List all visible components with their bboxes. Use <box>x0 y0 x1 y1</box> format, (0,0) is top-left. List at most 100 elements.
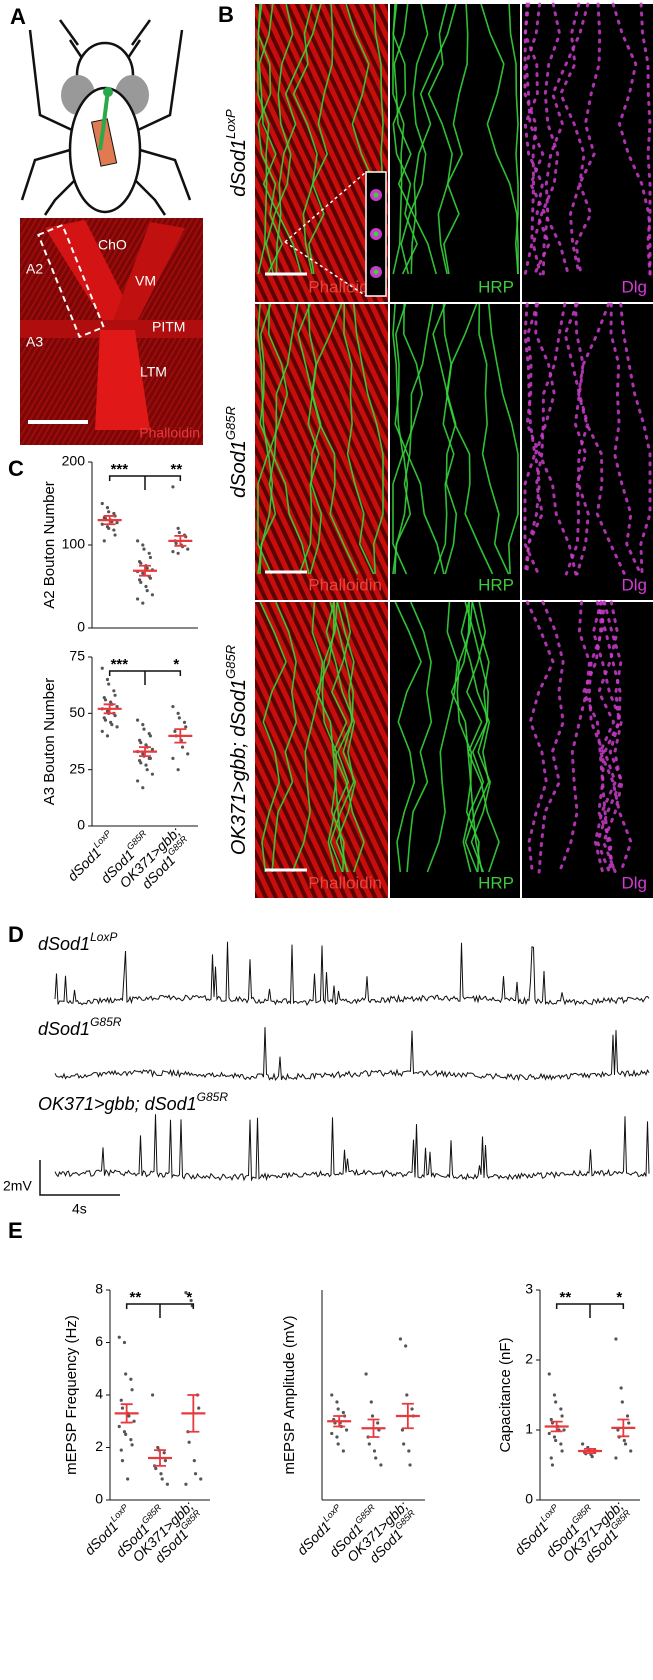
genotype-prefix: OK371>gbb; <box>228 737 250 855</box>
genotype-superscript: G85R <box>224 645 239 679</box>
data-point <box>141 601 145 605</box>
muscle-fiber <box>95 330 150 430</box>
data-point <box>147 551 151 555</box>
neuron-staining <box>442 303 494 575</box>
data-point <box>139 561 143 565</box>
data-point <box>144 584 148 589</box>
neuron-staining <box>298 303 343 575</box>
panel-label: E <box>8 1218 23 1243</box>
data-point <box>622 1438 626 1443</box>
image-label: ChO <box>98 237 127 253</box>
data-point <box>113 533 117 537</box>
data-point <box>127 1414 131 1418</box>
significance-label: ** <box>170 461 182 478</box>
data-point <box>549 1456 553 1460</box>
data-point <box>402 1442 406 1446</box>
data-point <box>193 1472 198 1476</box>
trace <box>54 941 650 1007</box>
dlg-staining <box>523 2 538 276</box>
panel-label: A <box>10 4 26 29</box>
data-point <box>112 528 116 532</box>
data-point <box>115 725 119 729</box>
inset-bouton-core <box>373 192 379 198</box>
stain-label: HRP <box>478 873 514 892</box>
muscle-image <box>20 218 203 445</box>
data-point <box>145 566 149 570</box>
data-point <box>560 1414 564 1418</box>
dlg-staining <box>523 302 556 576</box>
neuron-staining <box>297 303 323 575</box>
data-point <box>197 1406 201 1410</box>
inset <box>284 171 387 297</box>
dlg-staining <box>525 302 567 576</box>
genotype-label: dSod1LoxP <box>224 109 251 197</box>
data-point <box>186 752 190 756</box>
data-point <box>372 1449 377 1453</box>
significance-label: ** <box>559 1289 571 1306</box>
data-point <box>619 1386 623 1390</box>
neuron-staining <box>478 303 510 575</box>
micrograph-background <box>522 602 653 898</box>
genotype-superscript: LoxP <box>90 930 117 944</box>
data-point <box>103 718 108 722</box>
dlg-staining <box>524 2 570 276</box>
neuron-staining <box>321 601 345 873</box>
stain-label: Phalloidin <box>308 277 382 296</box>
stain-label: Dlg <box>621 575 647 594</box>
neuron-staining <box>410 3 457 275</box>
genotype: dSod1 <box>228 679 250 737</box>
data-point <box>341 1410 345 1415</box>
neuron-staining <box>257 303 289 575</box>
dlg-staining <box>531 2 562 276</box>
data-point <box>187 1440 191 1444</box>
data-point <box>400 1428 405 1432</box>
data-point <box>173 729 177 733</box>
neuron-staining <box>508 3 519 275</box>
panel-label: C <box>8 456 24 481</box>
data-point <box>148 555 152 560</box>
genotype-label: dSod1G85R <box>224 406 251 498</box>
data-point <box>117 1424 121 1429</box>
genotype-superscript: G85R <box>224 406 239 440</box>
dlg-staining <box>564 302 611 576</box>
panel-label: B <box>218 2 234 27</box>
category-superscript: LoxP <box>321 1502 343 1524</box>
data-point <box>171 485 175 489</box>
y-tick-label: 100 <box>62 536 86 552</box>
data-point <box>547 1372 551 1376</box>
data-point <box>126 1477 130 1481</box>
genotype: dSod1 <box>145 1094 197 1114</box>
data-point <box>105 734 110 738</box>
data-point <box>120 1406 125 1410</box>
neuron <box>98 89 110 151</box>
data-point <box>165 1482 169 1486</box>
neuron-staining <box>470 601 492 873</box>
data-point <box>119 1398 123 1402</box>
neuron-staining <box>406 601 433 873</box>
data-point <box>398 1337 403 1341</box>
y-tick-label: 50 <box>69 704 85 720</box>
dlg-staining <box>609 302 643 576</box>
data-point <box>554 1400 558 1404</box>
neuron-staining <box>400 3 429 275</box>
significance-bracket <box>108 670 182 685</box>
data-point <box>112 689 116 693</box>
micrograph: HRP <box>390 601 520 898</box>
y-axis-label: mEPSP Frequency (Hz) <box>63 1315 80 1475</box>
data-point <box>136 539 140 543</box>
muscle-fiber <box>110 222 185 335</box>
data-point <box>554 1438 558 1443</box>
neuron-staining <box>462 601 490 873</box>
cell-body <box>103 87 113 97</box>
data-point <box>139 761 143 765</box>
data-point <box>629 1449 633 1453</box>
neuron-staining <box>271 601 298 873</box>
data-point <box>139 741 143 745</box>
micrograph-background <box>390 4 520 302</box>
data-point <box>136 718 140 722</box>
data-point <box>547 1431 551 1436</box>
data-point <box>407 1449 411 1453</box>
genotype-label: dSod1G85R <box>38 1015 122 1039</box>
data-point <box>151 1393 155 1397</box>
data-point <box>163 1459 167 1463</box>
